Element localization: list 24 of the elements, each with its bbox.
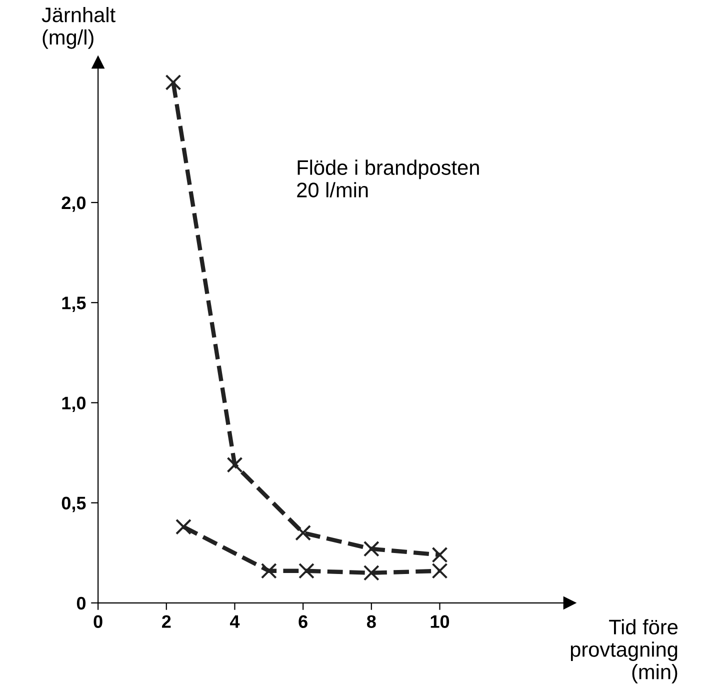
x-tick-label: 6 bbox=[298, 615, 308, 628]
y-tick-label: 2,0 bbox=[62, 196, 86, 212]
annotation: Flöde i brandposten 20 l/min bbox=[297, 160, 479, 198]
point bbox=[295, 524, 312, 541]
x-tick-label: 2 bbox=[162, 615, 171, 628]
y-tick-label: 1,5 bbox=[62, 296, 86, 312]
point bbox=[298, 562, 314, 579]
point bbox=[226, 456, 243, 473]
point bbox=[363, 540, 380, 557]
y-tick-label: 0,5 bbox=[62, 496, 86, 512]
x-tick-label: 8 bbox=[366, 615, 376, 628]
x-tick-label: 0 bbox=[94, 615, 102, 628]
x-tick-label: 10 bbox=[430, 615, 450, 628]
point bbox=[175, 518, 192, 535]
point bbox=[432, 546, 448, 563]
y-tick-label: 0 bbox=[76, 596, 86, 610]
x-tick-label: 4 bbox=[230, 615, 240, 628]
y-tick-label: 1,0 bbox=[62, 396, 86, 412]
point bbox=[165, 74, 182, 90]
point bbox=[432, 562, 448, 579]
point bbox=[260, 562, 277, 579]
y-axis-title: Järnhalt (mg/l) bbox=[42, 6, 116, 49]
point bbox=[363, 564, 380, 581]
x-axis-title: Tid före provtagning (min) bbox=[570, 619, 678, 684]
